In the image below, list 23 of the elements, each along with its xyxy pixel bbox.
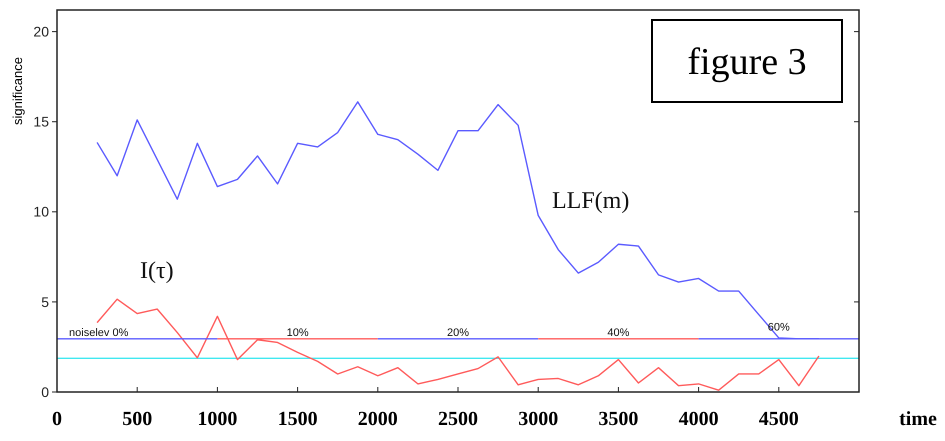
y-tick-label: 15 — [33, 114, 50, 130]
y-tick-label: 5 — [41, 294, 50, 310]
annotation: LLF(m) — [552, 188, 630, 214]
annotation: I(τ) — [140, 258, 174, 284]
x-tick-label: 2500 — [438, 408, 478, 430]
annotation: figure 3 — [687, 41, 807, 83]
y-axis-title: significance — [10, 57, 25, 125]
x-axis-title: time — [899, 408, 937, 430]
x-tick-label: 1000 — [197, 408, 238, 430]
x-tick-label: 1500 — [278, 408, 318, 430]
x-tick-label: 500 — [122, 408, 152, 430]
annotation: 40% — [607, 327, 630, 340]
x-tick-label: 4000 — [678, 408, 719, 430]
y-tick-label: 0 — [41, 384, 50, 400]
y-tick-label: 20 — [33, 24, 50, 40]
x-tick-label: 3000 — [518, 408, 558, 430]
annotation: noiselev 0% — [69, 327, 129, 340]
x-tick-label: 2000 — [358, 408, 398, 430]
x-tick-label: 3500 — [598, 408, 638, 430]
annotation: 10% — [286, 327, 309, 340]
y-tick-label: 10 — [33, 204, 50, 220]
annotation: 20% — [446, 327, 470, 340]
x-tick-label: 4500 — [758, 408, 799, 430]
